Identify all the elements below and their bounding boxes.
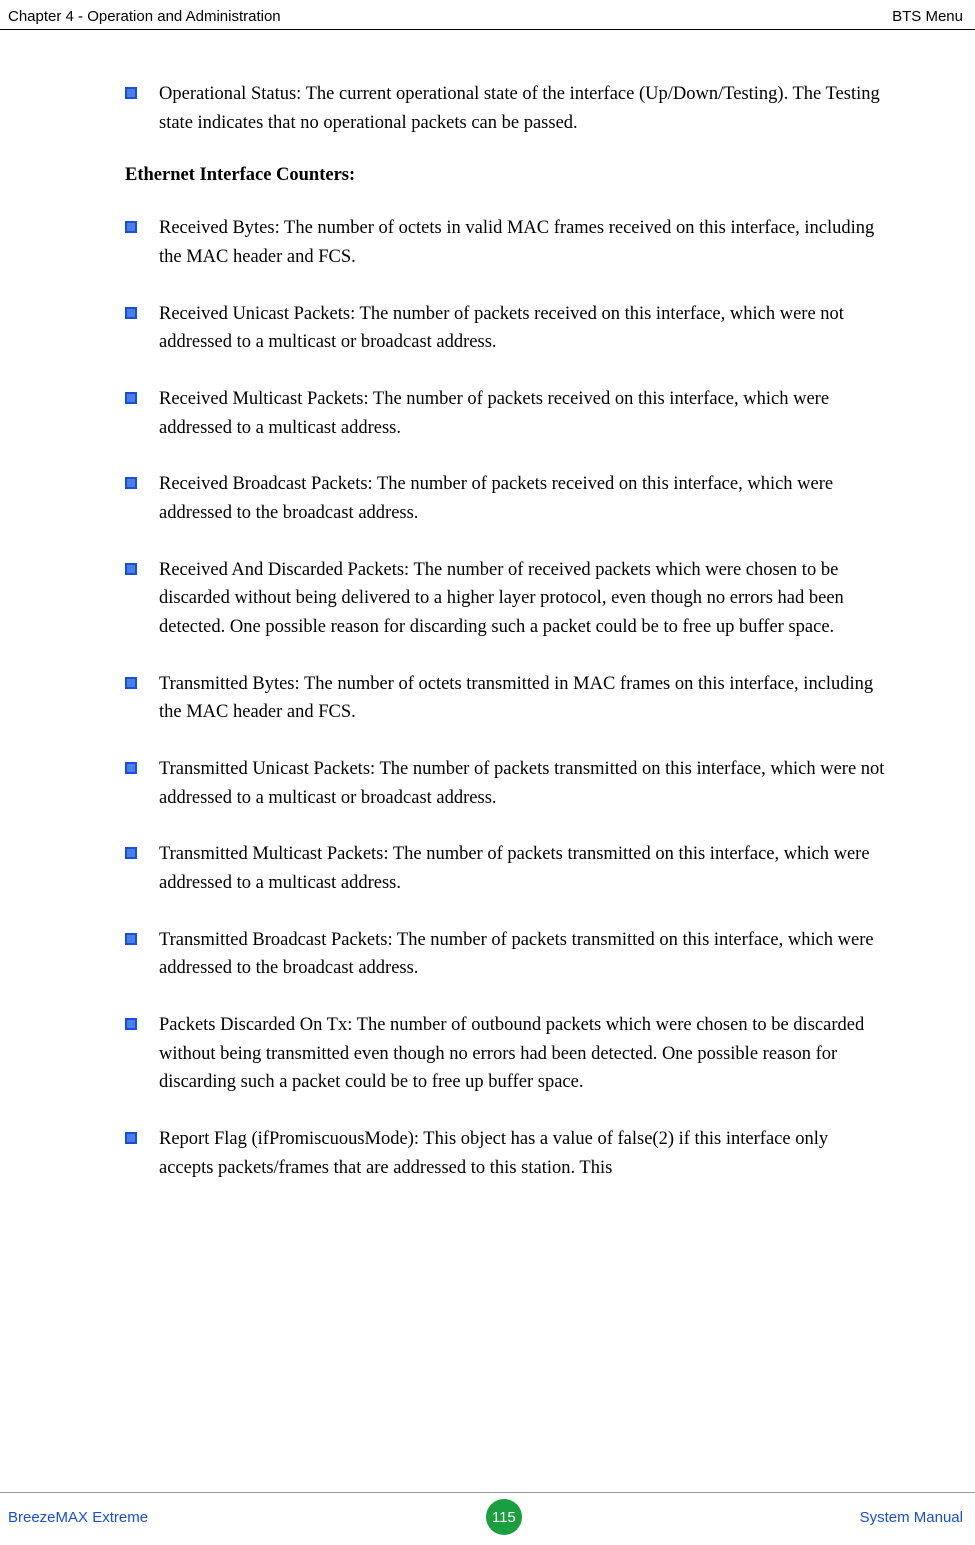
section-heading-suffix: :: [349, 165, 355, 185]
list-item: Received And Discarded Packets: The numb…: [125, 556, 885, 642]
list-item: Received Multicast Packets: The number o…: [125, 385, 885, 442]
list-item: Transmitted Unicast Packets: The number …: [125, 755, 885, 812]
square-bullet-icon: [125, 677, 137, 689]
bullet-text: Operational Status: The current operatio…: [159, 80, 885, 137]
bullet-text: Received And Discarded Packets: The numb…: [159, 556, 885, 642]
square-bullet-icon: [125, 1132, 137, 1144]
bullet-text: Transmitted Unicast Packets: The number …: [159, 755, 885, 812]
page-footer: BreezeMAX Extreme 115 System Manual: [0, 1492, 975, 1545]
list-item: Transmitted Broadcast Packets: The numbe…: [125, 926, 885, 983]
list-item: Received Bytes: The number of octets in …: [125, 214, 885, 271]
square-bullet-icon: [125, 563, 137, 575]
square-bullet-icon: [125, 477, 137, 489]
square-bullet-icon: [125, 392, 137, 404]
page-number-badge: 115: [486, 1499, 522, 1535]
square-bullet-icon: [125, 87, 137, 99]
page-header: Chapter 4 - Operation and Administration…: [0, 0, 975, 30]
header-chapter: Chapter 4 - Operation and Administration: [8, 8, 281, 25]
bullet-text: Received Broadcast Packets: The number o…: [159, 470, 885, 527]
list-item: Report Flag (ifPromiscuousMode): This ob…: [125, 1125, 885, 1182]
bullet-text: Received Bytes: The number of octets in …: [159, 214, 885, 271]
list-item: Received Unicast Packets: The number of …: [125, 300, 885, 357]
section-heading: Ethernet Interface Counters:: [125, 165, 885, 186]
square-bullet-icon: [125, 1018, 137, 1030]
list-item: Transmitted Multicast Packets: The numbe…: [125, 840, 885, 897]
bullet-text: Transmitted Bytes: The number of octets …: [159, 670, 885, 727]
bullet-text: Received Unicast Packets: The number of …: [159, 300, 885, 357]
page-content: Operational Status: The current operatio…: [0, 30, 975, 1182]
header-menu: BTS Menu: [892, 8, 963, 25]
bullet-text: Transmitted Multicast Packets: The numbe…: [159, 840, 885, 897]
bullet-text: Transmitted Broadcast Packets: The numbe…: [159, 926, 885, 983]
list-item: Packets Discarded On Tx: The number of o…: [125, 1011, 885, 1097]
footer-manual: System Manual: [860, 1509, 963, 1526]
square-bullet-icon: [125, 221, 137, 233]
footer-product: BreezeMAX Extreme: [8, 1509, 148, 1526]
section-heading-bold: Ethernet Interface Counters: [125, 165, 349, 185]
square-bullet-icon: [125, 762, 137, 774]
square-bullet-icon: [125, 307, 137, 319]
list-item: Received Broadcast Packets: The number o…: [125, 470, 885, 527]
list-item: Transmitted Bytes: The number of octets …: [125, 670, 885, 727]
square-bullet-icon: [125, 933, 137, 945]
bullet-text: Packets Discarded On Tx: The number of o…: [159, 1011, 885, 1097]
square-bullet-icon: [125, 847, 137, 859]
list-item: Operational Status: The current operatio…: [125, 80, 885, 137]
bullet-text: Report Flag (ifPromiscuousMode): This ob…: [159, 1125, 885, 1182]
bullet-text: Received Multicast Packets: The number o…: [159, 385, 885, 442]
